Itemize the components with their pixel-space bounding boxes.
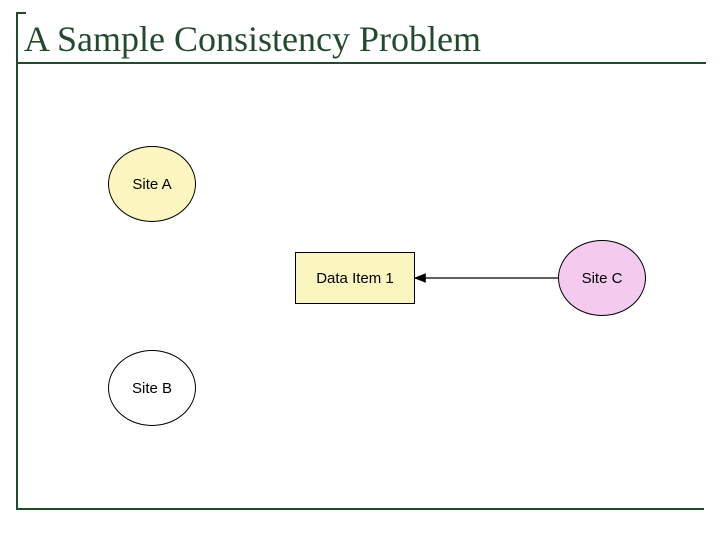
frame-rule-left xyxy=(16,12,18,508)
node-site-a: Site A xyxy=(108,146,196,222)
node-site-a-label: Site A xyxy=(132,176,171,193)
node-site-b: Site B xyxy=(108,350,196,426)
frame-rule-bottom xyxy=(16,508,704,510)
node-site-c-label: Site C xyxy=(582,270,623,287)
frame-rule-top-long xyxy=(18,62,706,64)
slide-title: A Sample Consistency Problem xyxy=(24,18,481,60)
data-item-box: Data Item 1 xyxy=(295,252,415,304)
data-item-label: Data Item 1 xyxy=(316,270,394,287)
node-site-c: Site C xyxy=(558,240,646,316)
node-site-b-label: Site B xyxy=(132,380,172,397)
slide: A Sample Consistency Problem Site A Site… xyxy=(0,0,720,540)
